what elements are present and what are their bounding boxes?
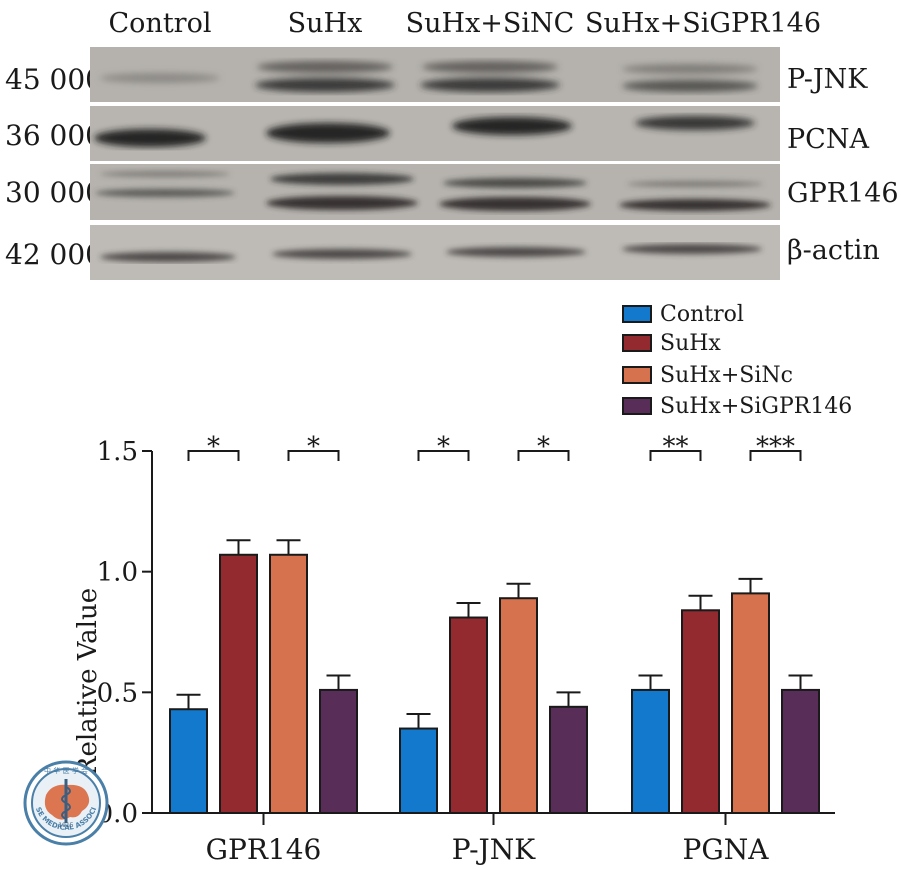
bar — [731, 592, 770, 814]
bar — [449, 616, 488, 815]
protein-label-pjnk: P-JNK — [787, 64, 868, 95]
legend-item-suhx: SuHx — [622, 330, 721, 356]
x-tick-label: P-JNK — [452, 833, 536, 866]
significance-bracket — [749, 450, 802, 461]
bar — [631, 688, 670, 814]
y-axis-title: Relative Value — [73, 588, 103, 776]
significance-label: *** — [756, 432, 795, 462]
bar — [169, 708, 208, 815]
legend-swatch — [622, 334, 652, 352]
protein-label-gpr146: GPR146 — [787, 178, 899, 209]
y-tick-label: 0.5 — [97, 678, 138, 708]
blot-strip-pjnk — [90, 47, 780, 102]
significance-bracket — [417, 450, 470, 461]
mw-label-pcna: 36 000 — [5, 119, 103, 152]
legend-label: Control — [660, 301, 744, 327]
lane-label-suhx: SuHx — [287, 8, 363, 39]
blot-strip-actin — [90, 225, 780, 280]
significance-label: * — [207, 432, 220, 462]
protein-label-actin: β-actin — [787, 235, 880, 266]
significance-label: * — [307, 432, 320, 462]
protein-label-pcna: PCNA — [787, 124, 869, 155]
significance-label: ** — [663, 432, 689, 462]
legend-swatch — [622, 366, 652, 384]
lane-label-suhx-sinc: SuHx+SiNC — [405, 8, 575, 39]
svg-text:1915: 1915 — [58, 822, 73, 829]
legend-label: SuHx+SiNc — [660, 362, 793, 388]
significance-label: * — [437, 432, 450, 462]
blot-strip-pcna — [90, 106, 780, 161]
bar — [269, 553, 308, 814]
bar — [681, 609, 720, 815]
y-tick-label: 1.5 — [97, 437, 138, 467]
legend-swatch — [622, 305, 652, 323]
legend-item-control: Control — [622, 301, 744, 327]
association-seal-logo: 中 华 医 学 会 CHINESE MEDICAL ASSOCIATION 19… — [22, 757, 109, 846]
bar — [499, 597, 538, 814]
significance-bracket — [187, 450, 240, 461]
significance-label: * — [537, 432, 550, 462]
svg-text:中 华 医 学 会: 中 华 医 学 会 — [44, 766, 88, 775]
legend-label: SuHx+SiGPR146 — [660, 393, 853, 419]
bar — [319, 688, 358, 814]
blot-strip-gpr146 — [90, 164, 780, 220]
mw-label-actin: 42 000 — [5, 238, 103, 271]
legend-label: SuHx — [660, 330, 721, 356]
bar — [219, 553, 258, 814]
x-tick-label: PGNA — [683, 833, 770, 866]
mw-label-pjnk: 45 000 — [5, 63, 103, 96]
significance-bracket — [517, 450, 570, 461]
bar — [549, 705, 588, 815]
legend-item-suhx-sigpr146: SuHx+SiGPR146 — [622, 393, 853, 419]
legend-item-suhx-sinc: SuHx+SiNc — [622, 362, 793, 388]
mw-label-gpr146: 30 000 — [5, 176, 103, 209]
legend-swatch — [622, 397, 652, 415]
significance-bracket — [287, 450, 340, 461]
significance-bracket — [649, 450, 702, 461]
y-tick-label: 1.0 — [97, 558, 138, 588]
bar — [781, 688, 820, 814]
x-tick-label: GPR146 — [206, 833, 322, 866]
lane-label-control: Control — [108, 8, 212, 39]
lane-label-suhx-sigpr146: SuHx+SiGPR146 — [584, 8, 822, 39]
bar — [399, 727, 438, 814]
